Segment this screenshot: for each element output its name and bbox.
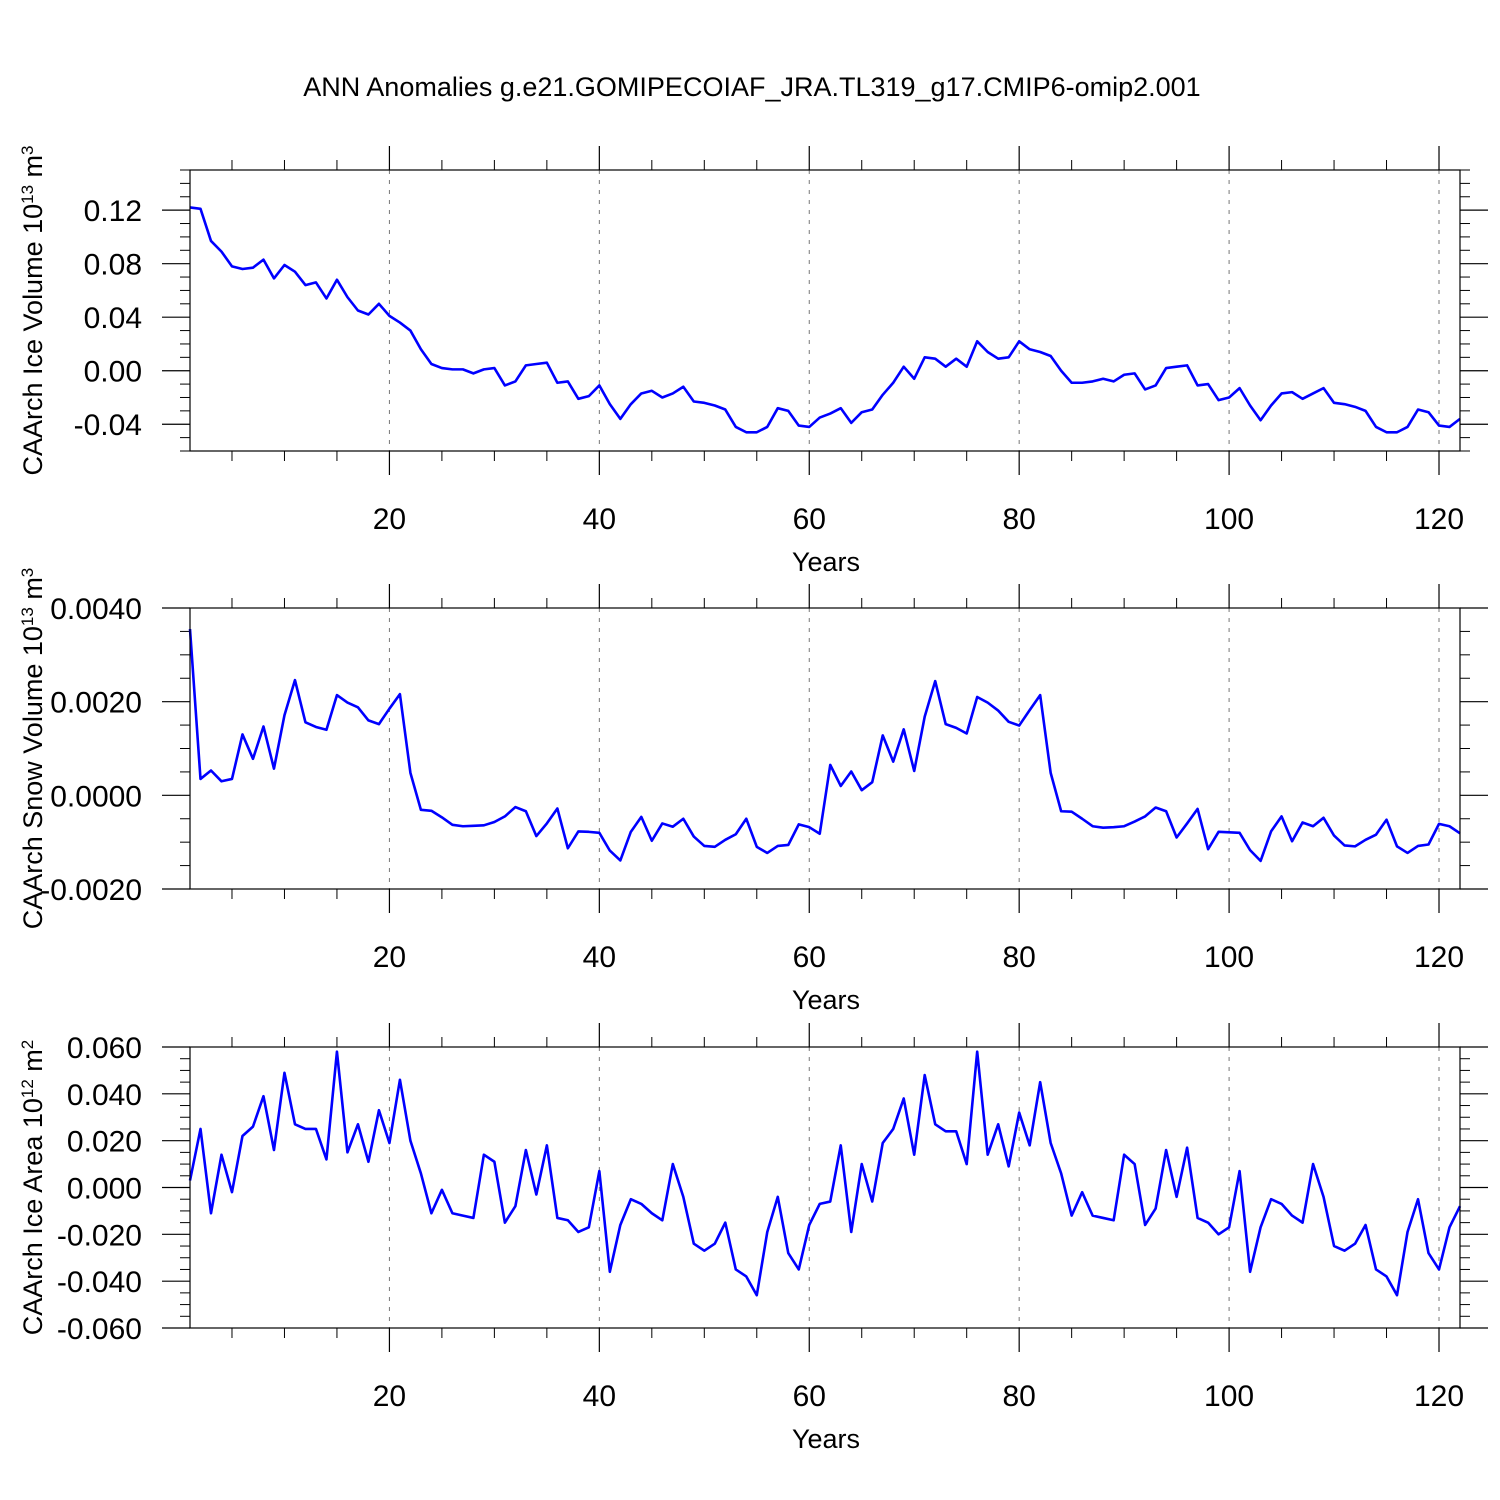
x-tick-label: 120 [1414,1380,1464,1413]
y-tick-label: 0.060 [67,1032,142,1065]
plot-frame [189,169,1461,452]
y-tick-label: 0.0020 [50,687,142,720]
x-tick-label: 60 [793,941,826,974]
plot-frame [189,1046,1461,1329]
y-tick-label: 0.000 [67,1173,142,1206]
y-tick-label: -0.0020 [40,874,142,907]
y-tick-label: 0.0000 [50,780,142,813]
x-tick-label: 20 [373,503,406,536]
x-tick-label: 120 [1414,941,1464,974]
series-line-ice-area [188,1050,1462,1297]
x-tick-label: 60 [793,503,826,536]
x-tick-label: 100 [1204,503,1254,536]
x-tick-label: 40 [583,503,616,536]
x-tick-label: 80 [1002,1380,1035,1413]
y-axis-title: CAArch Snow Volume 1013 m3 [18,568,48,930]
x-axis-title: Years [792,1424,860,1454]
x-tick-label: 20 [373,1380,406,1413]
x-tick-label: 120 [1414,503,1464,536]
x-axis-title: Years [792,547,860,577]
y-tick-label: -0.040 [57,1266,142,1299]
y-tick-label: 0.0040 [50,593,142,626]
y-tick-label: 0.04 [84,302,142,335]
series-line-ice-volume [189,206,1461,434]
chart-title: ANN Anomalies g.e21.GOMIPECOIAF_JRA.TL31… [303,72,1200,102]
x-tick-label: 80 [1002,941,1035,974]
panel-ice-area: 20 40 60 80 100 120 -0.060 -0.040 -0.020 0.000 0.0… [18,1023,1488,1454]
series-line-snow-volume [188,628,1461,863]
x-tick-label: 100 [1204,941,1254,974]
x-tick-label: 60 [793,1380,826,1413]
plot-frame [189,607,1461,890]
y-tick-label: 0.020 [67,1126,142,1159]
y-tick-label: 0.00 [84,356,142,389]
x-axis-title: Years [792,985,860,1015]
y-tick-label: -0.060 [57,1313,142,1346]
y-axis-title: CAArch Ice Volume 1013 m3 [18,145,48,475]
y-tick-label: 0.08 [84,249,142,282]
x-tick-label: 80 [1002,503,1035,536]
y-tick-label: -0.020 [57,1219,142,1252]
x-tick-label: 40 [583,941,616,974]
y-tick-label: 0.12 [84,195,142,228]
y-tick-label: -0.04 [74,409,142,442]
panel-snow-volume: 20 40 60 80 100 120 -0.0020 0.0000 0.0020 0.0040 Y… [18,568,1488,1015]
panel-ice-volume: 20 40 60 80 100 120 -0.04 0.00 0.04 0.08 0.12 Years… [18,145,1488,577]
chart-panels: 20 40 60 80 100 120 -0.04 0.00 0.04 0.08 0.12 Years… [18,145,1488,1454]
x-tick-label: 100 [1204,1380,1254,1413]
x-tick-label: 40 [583,1380,616,1413]
y-axis-title: CAArch Ice Area 1012 m2 [18,1040,48,1336]
y-tick-label: 0.040 [67,1079,142,1112]
x-tick-label: 20 [373,941,406,974]
